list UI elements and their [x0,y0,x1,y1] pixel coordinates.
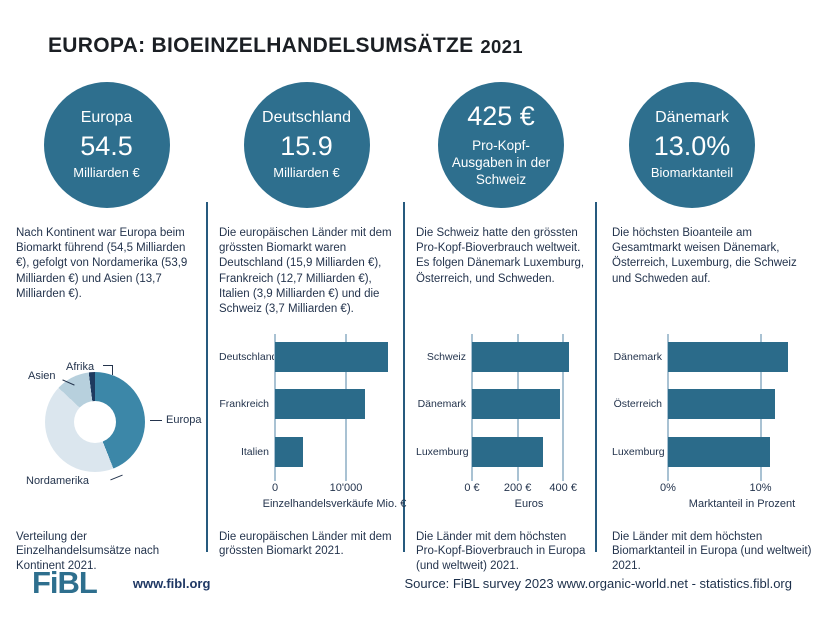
bar-category-label: Dänemark [613,351,662,364]
axis-tick [562,475,565,481]
column-pro-kopf: 425 € Pro-Kopf-Ausgaben in der Schweiz D… [404,82,596,586]
bar-italien [275,436,303,467]
bar-category-label: Dänemark [417,398,466,411]
column-paragraph: Nach Kontinent war Europa beim Biomarkt … [16,227,188,300]
column-europa: Europa 54.5 Milliarden € Nach Kontinent … [0,82,207,586]
x-axis-title: Einzelhandelsverkäufe Mio. € [262,497,407,510]
chart-caption: Verteilung der Einzelhandelsumsätze nach… [16,530,160,573]
circle-title: Dänemark [655,108,729,126]
bar-category-label: Italien [240,445,269,458]
circle-title: Deutschland [262,108,351,126]
footer: FiBL www.fibl.org Source: FiBL survey 20… [32,558,792,608]
bar-chart-per-capita: Schweiz Dänemark Luxemburg 0 € 200 € 400 € Eur… [416,333,586,512]
pie-label-nordamerika: Nordamerika [26,474,89,487]
bar-dänemark [472,389,560,420]
bar-category-label: Deutschland [219,351,278,364]
gridline [562,333,565,476]
page-title-year: 2021 [480,36,523,58]
x-tick-label: 400 € [549,481,577,494]
x-tick-label: 0 [271,481,279,494]
circle-subtitle: Pro-Kopf-Ausgaben in der Schweiz [451,138,551,187]
columns-row: Europa 54.5 Milliarden € Nach Kontinent … [0,82,828,586]
column-divider [206,202,208,552]
bar-category-label: Schweiz [426,351,466,364]
page-title: EUROPA: BIOEINZELHANDELSUMSÄTZE 2021 [48,34,523,58]
x-axis-title: Euros [514,497,544,510]
bar-österreich [668,389,776,420]
bar-category-label: Österreich [613,398,662,411]
axis-tick [471,475,473,481]
leader-line-nordamerika [110,474,123,480]
bar-schweiz [472,342,569,373]
axis-tick [759,475,762,481]
column-deutschland: Deutschland 15.9 Milliarden € Die europä… [207,82,406,586]
bar-deutschland [275,342,388,373]
page-title-text: EUROPA: BIOEINZELHANDELSUMSÄTZE [48,34,474,58]
axis-tick [345,475,348,481]
x-tick-label: 10'000 [329,481,363,494]
stat-circle-deutschland: Deutschland 15.9 Milliarden € [243,82,370,208]
bar-chart-biggest-markets: Deutschland Frankreich Italien 0 10'000 Einze… [219,333,406,512]
column-divider [403,202,405,552]
chart-caption: Die Länder mit dem höchsten Biomarktante… [612,530,812,573]
chart-caption: Die europäischen Länder mit dem grössten… [219,530,392,558]
circle-value: 54.5 [80,131,133,162]
donut-chart-continents: Europa Nordamerika Asien Afrika [16,334,201,512]
column-paragraph: Die europäischen Länder mit dem grössten… [219,227,392,315]
bar-category-label: Frankreich [219,398,269,411]
column-paragraph: Die Schweiz hatte den grössten Pro-Kopf-… [416,227,585,285]
chart-caption: Die Länder mit dem höchsten Pro-Kopf-Bio… [416,530,586,573]
column-paragraph: Die höchsten Bioanteile am Gesamtmarkt w… [612,227,797,285]
bar-dänemark [668,342,789,373]
stat-circle-pro-kopf: 425 € Pro-Kopf-Ausgaben in der Schweiz [438,82,564,208]
axis-tick [667,475,669,481]
source-text: Source: FiBL survey 2023 www.organic-wor… [404,575,792,591]
stat-circle-marktanteil: Dänemark 13.0% Biomarktanteil [629,82,755,208]
circle-unit: Milliarden € [73,165,140,181]
circle-title: Europa [80,108,133,126]
x-axis-title: Marktanteil in Prozent [688,497,796,510]
column-marktanteil: Dänemark 13.0% Biomarktanteil Die höchst… [596,82,828,586]
x-tick-label: 0 € [464,481,480,494]
circle-unit: Biomarktanteil [650,165,734,181]
pie-label-afrika: Afrika [66,360,95,373]
bar-luxemburg [472,436,544,467]
x-tick-label: 10% [749,481,772,494]
donut-continents [45,371,145,472]
leader-line-europa [150,419,162,421]
bar-category-label: Luxemburg [612,445,665,458]
bar-frankreich [275,389,366,420]
bar-luxemburg [668,436,770,467]
pie-label-asien: Asien [28,369,56,382]
website-link: www.fibl.org [132,575,211,591]
axis-tick [274,475,276,481]
x-tick-label: 0% [660,481,676,494]
circle-value: 13.0% [653,131,731,162]
circle-value: 425 € [467,101,535,132]
axis-tick [516,475,519,481]
bar-chart-market-share: Dänemark Österreich Luxemburg 0% 10% Marktant… [612,333,816,512]
leader-line-afrika [103,364,113,375]
x-tick-label: 200 € [503,481,532,494]
pie-label-europa: Europa [166,413,202,426]
stat-circle-europa: Europa 54.5 Milliarden € [43,82,170,208]
column-divider [595,202,597,552]
fibl-logo: FiBL [32,565,98,600]
bar-category-label: Luxemburg [416,445,469,458]
circle-value: 15.9 [280,131,333,162]
circle-unit: Milliarden € [273,165,340,181]
